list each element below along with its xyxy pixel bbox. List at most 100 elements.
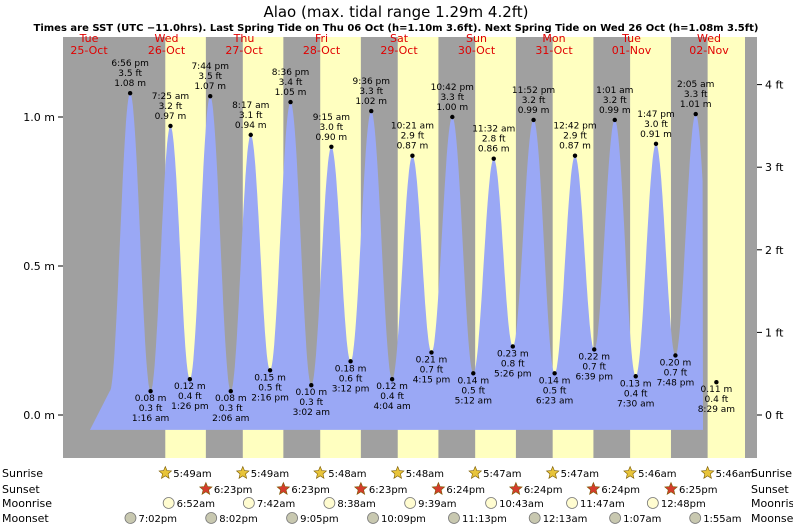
high-tide-label: 3.0 ft [320, 123, 344, 133]
high-tide-label: 1.08 m [114, 79, 146, 89]
chart-subtitle: Times are SST (UTC −11.0hrs). Last Sprin… [34, 23, 759, 34]
low-tide-label: 0.5 ft [543, 386, 567, 396]
sunset-time: 6:23pm [369, 485, 408, 496]
sunset-icon [276, 481, 291, 495]
low-tide-label: 0.11 m [701, 385, 733, 395]
high-tide-label: 0.97 m [155, 112, 187, 122]
high-tide-label: 0.86 m [478, 145, 510, 155]
sunset-icon [508, 481, 523, 495]
high-tide-point [491, 156, 496, 161]
high-tide-label: 8:36 pm [272, 68, 310, 78]
low-tide-label: 0.3 ft [219, 404, 243, 414]
high-tide-label: 1:01 am [596, 86, 633, 96]
day-label: Mon [542, 32, 565, 45]
low-tide-point [510, 344, 515, 349]
high-tide-label: 0.90 m [316, 133, 348, 143]
moonrise-time: 7:42am [257, 499, 295, 510]
high-tide-label: 0.87 m [559, 142, 591, 152]
date-label: 29-Oct [380, 44, 418, 57]
sunset-time: 6:24pm [524, 485, 563, 496]
day-label: Wed [697, 32, 721, 45]
low-tide-label: 0.18 m [335, 364, 367, 374]
moonset-time: 12:13am [543, 514, 588, 525]
sunset-time: 6:25pm [679, 485, 718, 496]
tide-curve [90, 93, 703, 430]
low-tide-label: 0.5 ft [258, 383, 282, 393]
high-tide-point [410, 153, 415, 158]
high-tide-label: 7:44 pm [191, 62, 229, 72]
sunrise-icon [158, 465, 173, 479]
low-tide-label: 0.4 ft [705, 395, 729, 405]
low-tide-label: 0.20 m [660, 358, 692, 368]
high-tide-point [450, 114, 455, 120]
high-tide-point [248, 132, 253, 138]
low-tide-label: 0.4 ft [380, 392, 404, 402]
low-tide-label: 0.23 m [497, 349, 529, 359]
date-label: 25-Oct [70, 44, 108, 57]
sunrise-time: 5:48am [328, 469, 366, 480]
sunrise-time: 5:46am [638, 469, 676, 480]
moonset-icon [528, 512, 541, 524]
high-tide-point [168, 123, 173, 129]
low-tide-label: 1:16 am [132, 414, 169, 424]
low-tide-label: 2:16 pm [251, 393, 289, 403]
sunrise-icon [468, 465, 483, 479]
sunrise-icon [700, 465, 715, 479]
chart-title: Alao (max. tidal range 1.29m 4.2ft) [263, 3, 528, 21]
high-tide-label: 3.1 ft [239, 111, 263, 121]
y-right-tick-label: 0 ft [765, 409, 784, 422]
moonrise-time: 10:43am [499, 499, 544, 510]
high-tide-label: 1.00 m [436, 103, 468, 113]
sunrise-icon [623, 465, 638, 479]
sunset-time: 6:23pm [214, 485, 253, 496]
high-tide-label: 3.2 ft [603, 96, 627, 106]
high-tide-point [653, 141, 659, 147]
moonrise-icon [404, 497, 417, 509]
high-tide-point [693, 111, 698, 117]
low-tide-point [633, 374, 638, 379]
moonrise-time: 6:52am [177, 499, 215, 510]
y-left-tick-label: 1.0 m [23, 111, 55, 124]
high-tide-label: 9:36 pm [352, 77, 390, 87]
sunrise-icon [545, 465, 560, 479]
high-tide-label: 3.5 ft [118, 69, 142, 79]
low-tide-label: 7:30 am [617, 399, 654, 409]
low-tide-label: 3:12 pm [332, 384, 370, 394]
high-tide-label: 8:17 am [232, 101, 269, 111]
high-tide-label: 3.3 ft [440, 93, 464, 103]
high-tide-point [127, 90, 133, 96]
sunset-icon [353, 481, 368, 495]
low-tide-point [389, 377, 395, 382]
date-label: 27-Oct [225, 44, 263, 57]
moonrise-time: 11:47am [580, 499, 625, 510]
sunset-time: 6:24pm [601, 485, 640, 496]
low-tide-point [267, 368, 273, 373]
moonrise-time: 12:48pm [661, 499, 706, 510]
moonset-time: 1:55am [703, 514, 741, 525]
high-tide-label: 1.05 m [275, 88, 307, 98]
high-tide-label: 2.9 ft [563, 132, 587, 142]
moonrise-icon [646, 497, 659, 509]
high-tide-label: 3.2 ft [159, 102, 183, 112]
sunrise-time: 5:49am [251, 469, 289, 480]
low-tide-label: 0.13 m [620, 379, 652, 389]
high-tide-point [531, 117, 536, 123]
day-label: Wed [155, 32, 179, 45]
high-tide-point [329, 144, 334, 149]
low-tide-label: 0.12 m [376, 382, 408, 392]
high-tide-label: 1:47 pm [637, 110, 675, 120]
low-tide-point [187, 377, 193, 382]
sunset-icon [198, 481, 213, 495]
low-tide-label: 7:48 pm [657, 378, 695, 388]
y-right-tick-label: 2 ft [765, 244, 784, 257]
high-tide-label: 2:05 am [677, 80, 714, 90]
moonrise-row-label-right: Moonrise [751, 497, 793, 510]
y-left-tick-label: 0.5 m [23, 260, 55, 273]
high-tide-label: 7:25 am [152, 92, 189, 102]
high-tide-point [369, 108, 374, 114]
low-tide-label: 0.14 m [539, 376, 571, 386]
moonset-time: 8:02pm [219, 514, 258, 525]
day-headers: Tue25-OctWed26-OctThu27-OctFri28-OctSat2… [70, 32, 729, 57]
moonset-time: 9:05pm [300, 514, 339, 525]
moonset-icon [205, 512, 218, 524]
